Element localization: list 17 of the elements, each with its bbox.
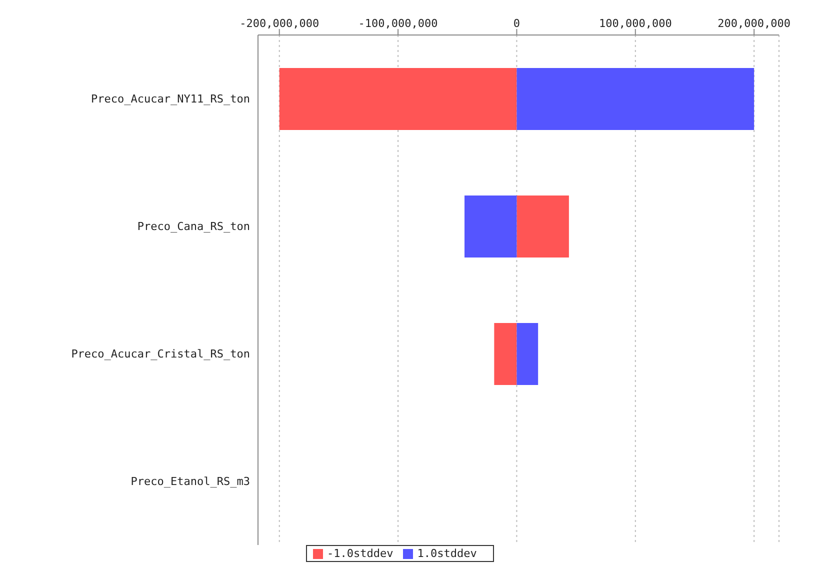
bar — [279, 68, 517, 130]
bar — [516, 68, 754, 130]
y-tick-label: Preco_Acucar_Cristal_RS_ton — [71, 348, 250, 361]
bar — [464, 196, 517, 258]
legend-label: 1.0stddev — [417, 547, 477, 560]
x-tick-label: -100,000,000 — [358, 17, 438, 30]
y-tick-label: Preco_Cana_RS_ton — [137, 220, 250, 234]
y-tick-label: Preco_Acucar_NY11_RS_ton — [91, 92, 250, 106]
legend-label: -1.0stddev — [327, 547, 394, 560]
x-tick-label: 100,000,000 — [598, 17, 672, 30]
bar — [516, 196, 569, 258]
x-tick-label: 0 — [513, 17, 520, 30]
x-tick-label: -200,000,000 — [240, 17, 320, 30]
y-tick-label: Preco_Etanol_RS_m3 — [130, 475, 250, 488]
bar — [516, 323, 538, 385]
bar — [494, 323, 517, 385]
x-tick-label: 200,000,000 — [718, 17, 791, 30]
